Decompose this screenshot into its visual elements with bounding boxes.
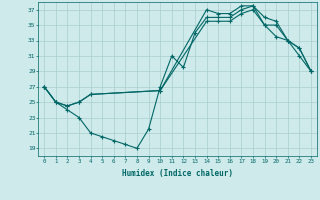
X-axis label: Humidex (Indice chaleur): Humidex (Indice chaleur) (122, 169, 233, 178)
